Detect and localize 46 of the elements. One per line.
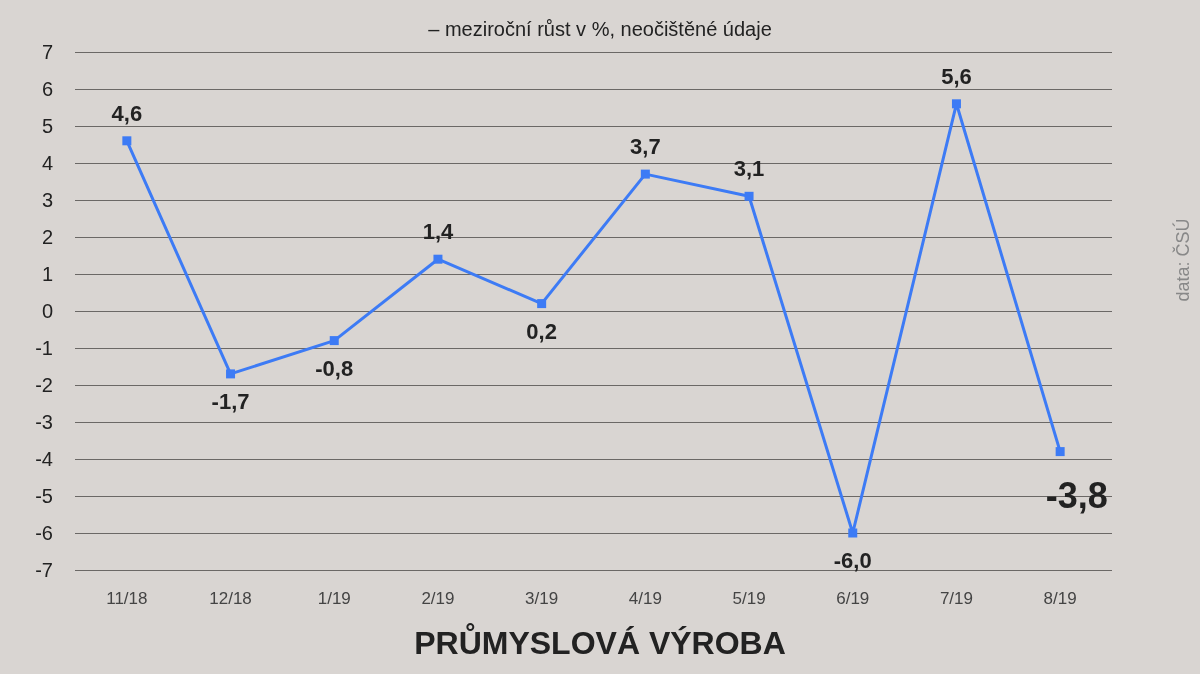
y-tick-label: -4 bbox=[35, 448, 53, 470]
x-tick-label: 5/19 bbox=[732, 589, 766, 608]
point bbox=[433, 254, 443, 264]
text: PRŮMYSLOVÁ VÝROBA bbox=[414, 623, 786, 661]
y-tick-label: -5 bbox=[35, 485, 53, 507]
y-tick-label: -3 bbox=[35, 411, 53, 433]
point bbox=[329, 336, 339, 346]
x-tick-label: 3/19 bbox=[525, 589, 559, 608]
y-tick-label: 2 bbox=[41, 226, 53, 248]
data-label: -1,7 bbox=[211, 388, 250, 414]
point bbox=[226, 369, 236, 379]
point bbox=[744, 191, 754, 201]
x-tick-label: 12/18 bbox=[209, 589, 252, 608]
data-label: 4,6 bbox=[111, 100, 143, 126]
data-label: 3,1 bbox=[733, 156, 765, 182]
point bbox=[1055, 447, 1065, 457]
data-label: 0,2 bbox=[526, 318, 557, 344]
x-tick-label: 7/19 bbox=[939, 589, 973, 608]
data-label: 3,7 bbox=[630, 134, 661, 160]
data-label: -0,8 bbox=[315, 355, 354, 381]
y-tick-label: -1 bbox=[35, 337, 53, 359]
point bbox=[537, 299, 547, 309]
y-tick-label: -6 bbox=[35, 522, 53, 544]
y-tick-label: 5 bbox=[41, 115, 53, 137]
point bbox=[640, 169, 650, 179]
y-tick-label: 6 bbox=[41, 78, 53, 100]
y-tick-label: 1 bbox=[41, 263, 53, 285]
x-tick-label: 6/19 bbox=[836, 589, 870, 608]
point bbox=[848, 528, 858, 538]
x-tick-label: 8/19 bbox=[1043, 589, 1077, 608]
x-tick-label: 4/19 bbox=[628, 589, 662, 608]
point bbox=[122, 136, 132, 146]
data-label: 5,6 bbox=[941, 63, 972, 89]
x-tick-label: 1/19 bbox=[317, 589, 351, 608]
data-label: -6,0 bbox=[833, 548, 872, 573]
y-tick-label: -7 bbox=[35, 559, 53, 581]
x-tick-label: 2/19 bbox=[421, 589, 455, 608]
text: data: ČSÚ bbox=[1172, 218, 1193, 302]
y-tick-label: 0 bbox=[41, 300, 53, 322]
point bbox=[951, 99, 961, 109]
y-tick-label: 7 bbox=[41, 41, 53, 63]
y-tick-label: 4 bbox=[41, 152, 53, 174]
y-tick-label: -2 bbox=[35, 374, 53, 396]
x-tick-label: 11/18 bbox=[106, 589, 148, 608]
y-tick-label: 3 bbox=[41, 189, 53, 211]
chart-subtitle: – meziroční růst v %, neočištěné údaje bbox=[428, 18, 772, 40]
